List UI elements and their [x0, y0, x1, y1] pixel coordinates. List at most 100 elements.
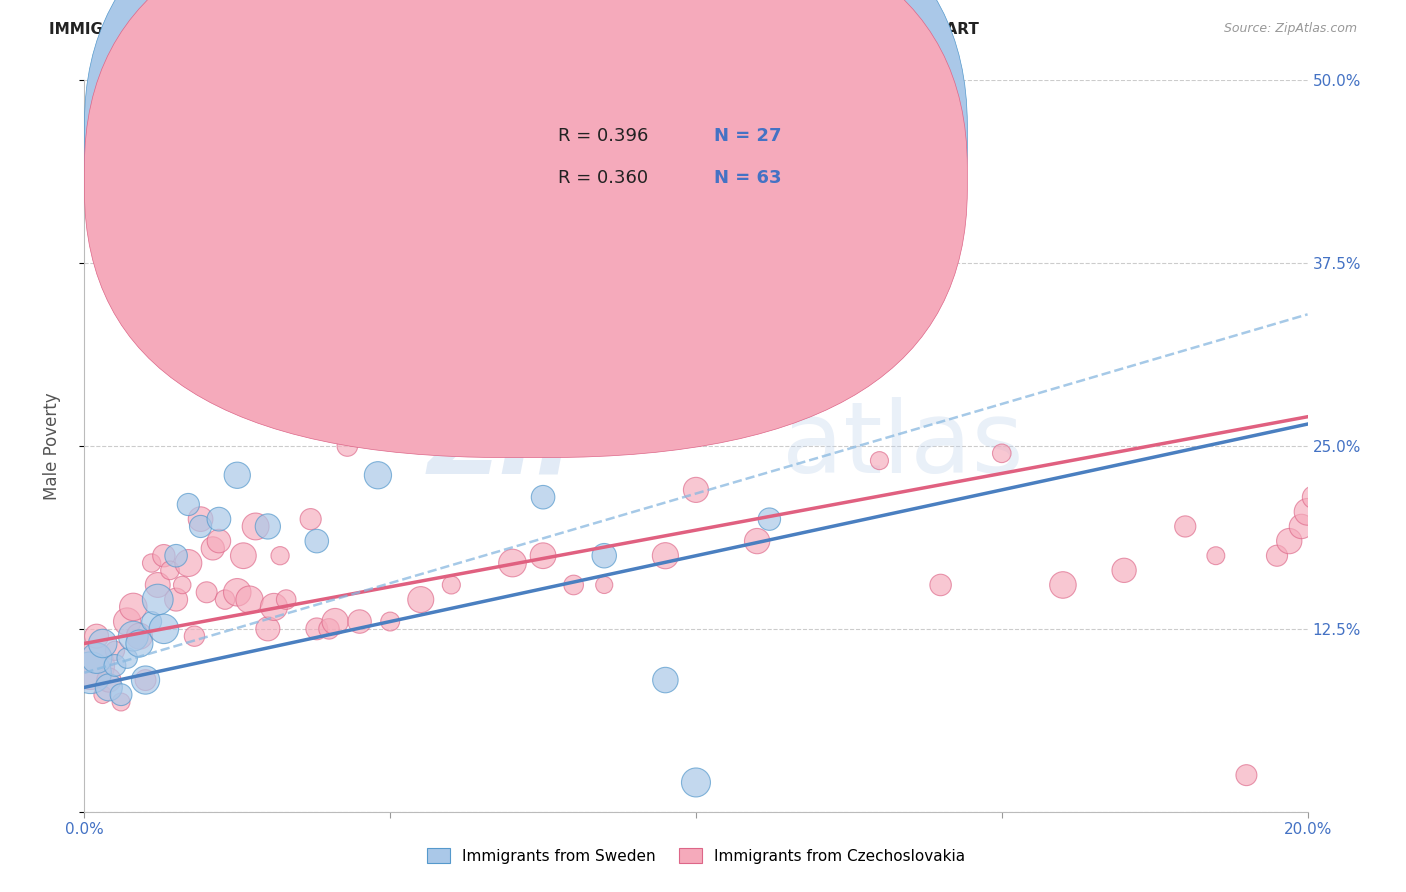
Point — [226, 468, 249, 483]
Point — [1265, 549, 1288, 563]
Point — [349, 615, 371, 629]
Point — [153, 549, 176, 563]
Point — [1291, 519, 1313, 533]
Point — [153, 622, 176, 636]
Point — [323, 615, 346, 629]
Point — [128, 629, 150, 643]
Text: N = 63: N = 63 — [714, 169, 782, 187]
Point — [115, 615, 138, 629]
Point — [86, 651, 108, 665]
Point — [177, 498, 200, 512]
Point — [299, 512, 322, 526]
Point — [1296, 505, 1319, 519]
Point — [177, 556, 200, 570]
Point — [91, 636, 114, 650]
Point — [122, 599, 145, 614]
Text: R = 0.396: R = 0.396 — [558, 128, 648, 145]
Point — [135, 673, 157, 687]
Point — [1174, 519, 1197, 533]
Point — [122, 629, 145, 643]
Point — [330, 380, 353, 394]
Text: atlas: atlas — [782, 398, 1024, 494]
Point — [79, 658, 101, 673]
Point — [146, 592, 169, 607]
Point — [141, 615, 163, 629]
Point — [305, 534, 328, 549]
Point — [257, 519, 280, 533]
Point — [654, 549, 676, 563]
Y-axis label: Male Poverty: Male Poverty — [42, 392, 60, 500]
Point — [135, 673, 157, 687]
Point — [502, 556, 524, 570]
Point — [380, 615, 402, 629]
Point — [440, 578, 463, 592]
Point — [165, 549, 187, 563]
Point — [110, 695, 132, 709]
Point — [165, 592, 187, 607]
Point — [531, 549, 554, 563]
Point — [747, 534, 769, 549]
Point — [183, 629, 205, 643]
Point — [531, 490, 554, 504]
Point — [263, 599, 285, 614]
Point — [409, 592, 432, 607]
Point — [104, 644, 127, 658]
Point — [654, 673, 676, 687]
Point — [128, 636, 150, 650]
Point — [305, 622, 328, 636]
Point — [367, 468, 389, 483]
Point — [276, 592, 298, 607]
Text: ZIP: ZIP — [427, 398, 610, 494]
Text: R = 0.360: R = 0.360 — [558, 169, 648, 187]
Point — [758, 512, 780, 526]
Point — [685, 483, 707, 497]
Point — [1302, 490, 1324, 504]
Point — [1114, 563, 1136, 577]
Point — [97, 673, 120, 687]
Point — [1052, 578, 1074, 592]
Point — [190, 519, 212, 533]
Point — [562, 578, 585, 592]
Text: Source: ZipAtlas.com: Source: ZipAtlas.com — [1223, 22, 1357, 36]
Point — [214, 592, 236, 607]
Point — [208, 534, 231, 549]
Point — [226, 585, 249, 599]
Text: IMMIGRANTS FROM SWEDEN VS IMMIGRANTS FROM CZECHOSLOVAKIA MALE POVERTY CORRELATIO: IMMIGRANTS FROM SWEDEN VS IMMIGRANTS FRO… — [49, 22, 979, 37]
Point — [238, 592, 260, 607]
Point — [269, 549, 291, 563]
Point — [318, 622, 340, 636]
Point — [1205, 549, 1227, 563]
Point — [869, 453, 891, 467]
Legend: Immigrants from Sweden, Immigrants from Czechoslovakia: Immigrants from Sweden, Immigrants from … — [420, 842, 972, 870]
Point — [190, 512, 212, 526]
Point — [929, 578, 952, 592]
Point — [257, 622, 280, 636]
Point — [336, 439, 359, 453]
Point — [97, 681, 120, 695]
Point — [115, 651, 138, 665]
Point — [146, 578, 169, 592]
Point — [1278, 534, 1301, 549]
Point — [245, 519, 267, 533]
Point — [86, 629, 108, 643]
Point — [685, 775, 707, 789]
Point — [201, 541, 224, 556]
Point — [79, 665, 101, 680]
Point — [91, 688, 114, 702]
Point — [807, 249, 830, 263]
Point — [593, 549, 616, 563]
Point — [172, 578, 194, 592]
Point — [104, 658, 127, 673]
Text: N = 27: N = 27 — [714, 128, 782, 145]
Point — [1236, 768, 1258, 782]
Point — [208, 512, 231, 526]
Point — [141, 556, 163, 570]
Point — [159, 563, 181, 577]
Point — [110, 688, 132, 702]
Point — [232, 549, 254, 563]
Point — [593, 578, 616, 592]
Point — [991, 446, 1014, 460]
Point — [440, 417, 463, 431]
Point — [195, 585, 218, 599]
Point — [287, 409, 309, 424]
